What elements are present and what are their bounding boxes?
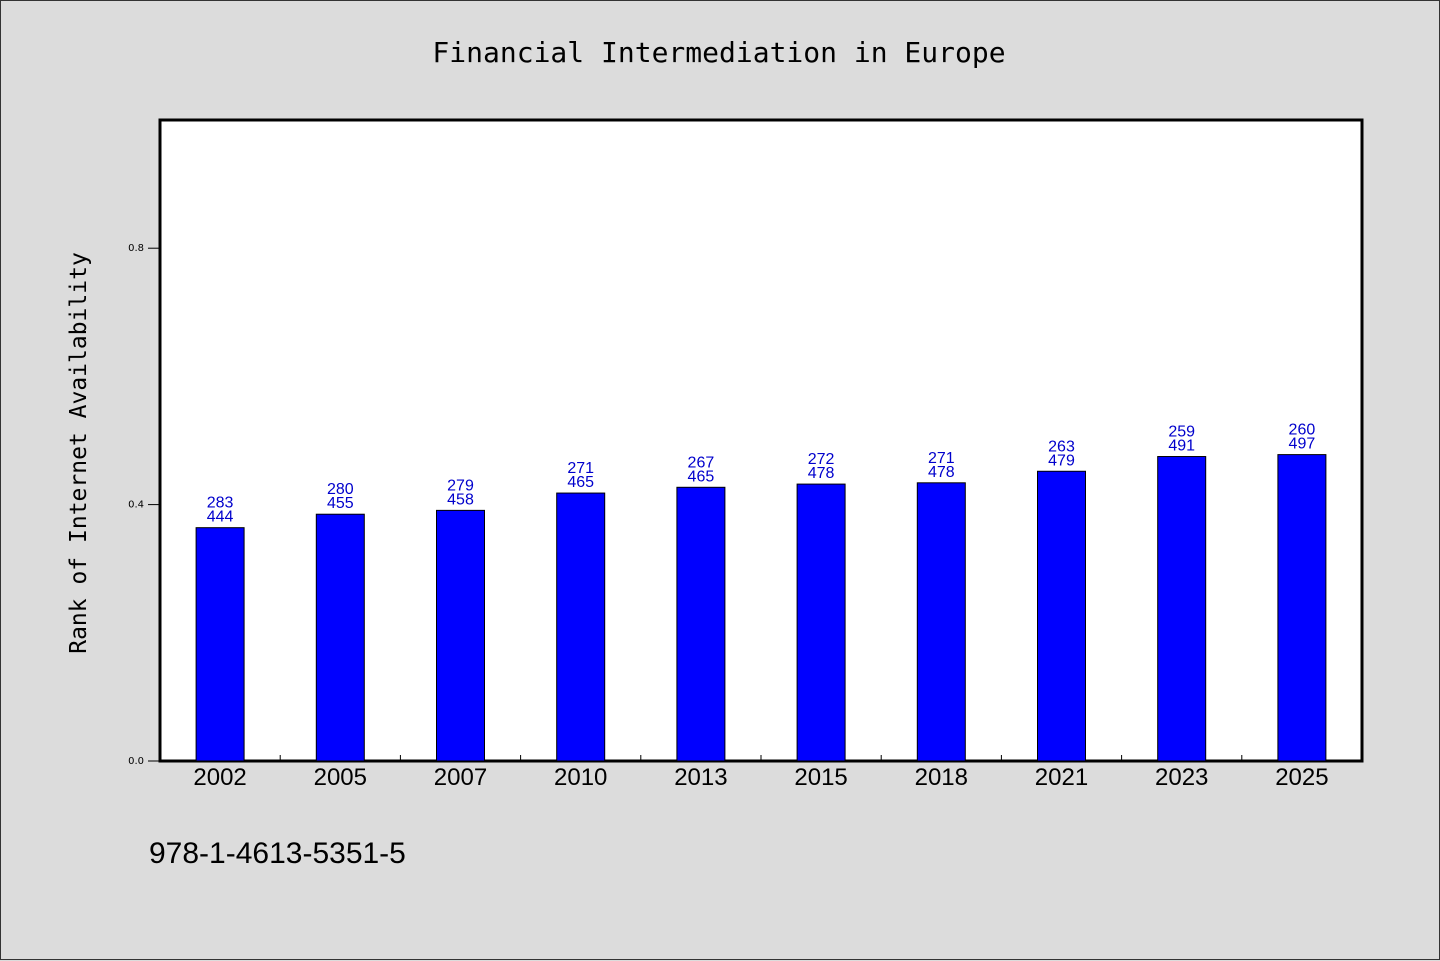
data-label-bottom: 478 xyxy=(808,465,835,482)
bar xyxy=(1157,456,1207,762)
x-tick-label: 2007 xyxy=(434,764,487,791)
data-label-top: 283 xyxy=(207,495,234,512)
bar xyxy=(315,513,365,762)
bar xyxy=(436,509,485,762)
data-label-bottom: 458 xyxy=(447,491,474,508)
y-tick-label: 0.4 xyxy=(128,500,144,511)
data-label-top: 279 xyxy=(447,477,474,494)
data-label-bottom: 478 xyxy=(928,464,955,481)
data-label-top: 259 xyxy=(1168,424,1195,441)
data-label-bottom: 497 xyxy=(1289,436,1316,453)
data-label-top: 271 xyxy=(928,450,955,467)
data-label-top: 280 xyxy=(327,481,354,498)
x-tick-label: 2010 xyxy=(554,764,607,791)
data-label-top: 272 xyxy=(808,451,835,468)
bar xyxy=(676,486,726,762)
data-labels: 2834442804552794582714652674652724782714… xyxy=(207,422,1316,526)
y-tick-label: 0.8 xyxy=(128,243,144,254)
x-axis-ticks: 2002 2005 2007 2010 2013 2015 2018 2021 2023 2025 xyxy=(193,755,1329,791)
bar xyxy=(796,483,846,762)
bar xyxy=(1277,454,1327,762)
bar xyxy=(195,527,245,762)
x-tick-label: 2005 xyxy=(314,764,367,791)
x-tick-label: 2021 xyxy=(1035,764,1088,791)
data-label-top: 271 xyxy=(567,460,594,477)
data-label-bottom: 491 xyxy=(1168,438,1195,455)
x-tick-label: 2015 xyxy=(794,764,847,791)
y-axis-ticks: 0.0 0.4 0.8 xyxy=(128,243,160,767)
data-label-top: 260 xyxy=(1289,422,1316,439)
bar xyxy=(1037,470,1086,762)
footer-identifier: 978-1-4613-5351-5 xyxy=(149,837,406,870)
data-label-bottom: 465 xyxy=(567,474,594,491)
x-tick-label: 2025 xyxy=(1275,764,1328,791)
data-label-bottom: 465 xyxy=(688,468,715,485)
data-label-top: 267 xyxy=(688,454,715,471)
chart-title: Financial Intermediation in Europe xyxy=(432,36,1005,69)
x-tick-label: 2023 xyxy=(1155,764,1208,791)
y-axis-label: Rank of Internet Availability xyxy=(66,252,92,654)
data-label-bottom: 444 xyxy=(207,509,234,526)
data-label-top: 263 xyxy=(1048,438,1075,455)
bar xyxy=(556,492,606,762)
bar-series xyxy=(195,454,1327,762)
x-tick-label: 2002 xyxy=(193,764,246,791)
data-label-bottom: 479 xyxy=(1048,452,1075,469)
x-tick-label: 2013 xyxy=(674,764,727,791)
x-tick-label: 2018 xyxy=(915,764,968,791)
bar xyxy=(916,482,966,762)
y-tick-label: 0.0 xyxy=(128,756,144,767)
data-label-bottom: 455 xyxy=(327,495,354,512)
